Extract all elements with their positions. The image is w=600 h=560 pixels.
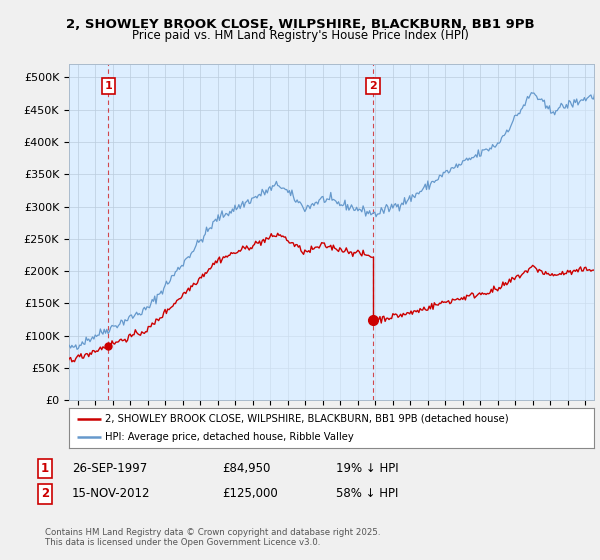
Text: Price paid vs. HM Land Registry's House Price Index (HPI): Price paid vs. HM Land Registry's House … [131, 29, 469, 42]
Text: 2, SHOWLEY BROOK CLOSE, WILPSHIRE, BLACKBURN, BB1 9PB: 2, SHOWLEY BROOK CLOSE, WILPSHIRE, BLACK… [65, 18, 535, 31]
Text: HPI: Average price, detached house, Ribble Valley: HPI: Average price, detached house, Ribb… [105, 432, 353, 442]
Text: Contains HM Land Registry data © Crown copyright and database right 2025.
This d: Contains HM Land Registry data © Crown c… [45, 528, 380, 547]
Text: £125,000: £125,000 [222, 487, 278, 500]
Text: 2: 2 [41, 487, 49, 500]
Text: 1: 1 [104, 81, 112, 91]
Text: 58% ↓ HPI: 58% ↓ HPI [336, 487, 398, 500]
Text: 26-SEP-1997: 26-SEP-1997 [72, 462, 147, 475]
Text: 15-NOV-2012: 15-NOV-2012 [72, 487, 151, 500]
Text: £84,950: £84,950 [222, 462, 271, 475]
Text: 2: 2 [369, 81, 377, 91]
Text: 2, SHOWLEY BROOK CLOSE, WILPSHIRE, BLACKBURN, BB1 9PB (detached house): 2, SHOWLEY BROOK CLOSE, WILPSHIRE, BLACK… [105, 414, 508, 423]
Text: 1: 1 [41, 462, 49, 475]
Text: 19% ↓ HPI: 19% ↓ HPI [336, 462, 398, 475]
